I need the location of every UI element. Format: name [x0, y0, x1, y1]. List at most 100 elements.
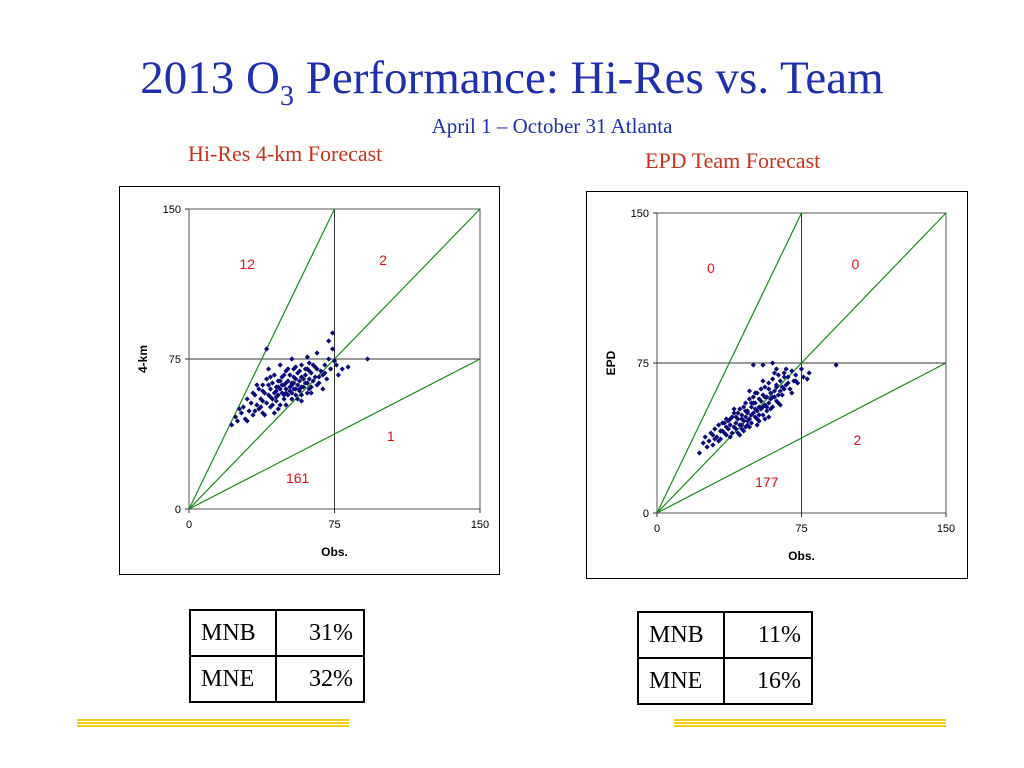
data-point: [312, 374, 318, 380]
data-point: [314, 350, 320, 356]
data-point: [260, 398, 266, 404]
data-point: [277, 402, 283, 408]
data-point: [766, 400, 772, 406]
data-point: [787, 386, 793, 392]
data-point: [322, 362, 328, 368]
data-point: [773, 398, 780, 404]
data-point: [727, 434, 733, 440]
data-point: [717, 436, 724, 442]
data-point: [306, 360, 312, 366]
data-point: [264, 400, 270, 406]
panel-title-left: Hi-Res 4-km Forecast: [188, 141, 383, 166]
data-point: [756, 412, 762, 418]
data-point: [717, 428, 724, 434]
data-point: [329, 346, 336, 352]
data-point: [744, 418, 751, 424]
data-point: [773, 366, 780, 372]
data-point: [798, 366, 805, 372]
data-point: [283, 380, 289, 386]
data-point: [264, 376, 270, 382]
chart-hires: 0 75 150 0 75 150 Obs. 4-km 12 2 1 161: [119, 186, 500, 575]
data-point: [748, 400, 755, 406]
data-point: [306, 368, 312, 374]
quadrant-count: 177: [755, 474, 779, 490]
data-point: [737, 406, 743, 412]
quadrant-count: 2: [853, 432, 861, 448]
data-point: [302, 372, 308, 378]
data-point: [328, 366, 334, 372]
data-point: [719, 420, 726, 426]
data-point: [318, 368, 324, 374]
data-point: [285, 378, 291, 384]
data-point: [324, 376, 330, 382]
data-point: [716, 438, 722, 444]
data-point: [793, 372, 799, 378]
title-subscript: 3: [280, 81, 294, 112]
data-point: [712, 436, 718, 442]
x-tick-label: 75: [795, 523, 807, 535]
data-point: [281, 372, 287, 378]
data-point: [716, 422, 722, 428]
y-tick-label: 150: [163, 204, 181, 216]
data-point: [804, 376, 810, 382]
data-point: [775, 392, 781, 398]
data-point: [714, 434, 720, 440]
data-point: [760, 412, 766, 418]
y-axis-label: EPD: [604, 350, 618, 375]
data-point: [743, 424, 749, 430]
data-point: [269, 402, 276, 408]
data-point: [289, 390, 295, 396]
data-point: [320, 372, 326, 378]
table-row: MNE 32%: [189, 655, 365, 703]
data-point: [700, 440, 706, 446]
data-point: [246, 408, 252, 414]
data-point: [762, 394, 768, 400]
data-point: [264, 346, 270, 352]
title-main: 2013 O: [140, 52, 280, 104]
data-point: [771, 388, 778, 394]
data-point: [775, 372, 781, 378]
data-point: [696, 450, 702, 456]
data-point: [754, 422, 760, 428]
reference-line: [656, 212, 803, 514]
data-point: [746, 388, 753, 394]
data-point: [752, 406, 758, 412]
data-point: [762, 416, 768, 422]
data-point: [320, 386, 326, 392]
data-point: [298, 398, 305, 404]
data-point: [748, 404, 755, 410]
data-point: [739, 412, 745, 418]
data-point: [743, 414, 749, 420]
data-point: [771, 370, 778, 376]
data-point: [727, 416, 733, 422]
data-point: [267, 394, 274, 400]
data-point: [733, 420, 739, 426]
data-point: [265, 382, 272, 388]
data-point: [293, 364, 299, 370]
y-tick-label: 0: [643, 508, 649, 520]
data-point: [326, 356, 332, 362]
footer-rule-right: [674, 719, 946, 728]
data-point: [764, 408, 770, 414]
data-point: [777, 378, 783, 384]
data-point: [746, 396, 753, 402]
data-point: [275, 406, 281, 412]
data-point: [267, 374, 274, 380]
data-point: [240, 404, 246, 410]
data-point: [758, 398, 764, 404]
data-point: [781, 374, 787, 380]
data-point: [229, 422, 235, 428]
panel-title-right: EPD Team Forecast: [645, 148, 821, 173]
data-point: [265, 392, 272, 398]
data-point: [331, 358, 338, 364]
data-point: [795, 380, 801, 386]
data-point: [316, 374, 322, 380]
data-point: [333, 362, 340, 368]
data-point: [296, 386, 303, 392]
data-point: [731, 406, 737, 412]
data-point: [737, 432, 743, 438]
data-point: [277, 362, 283, 368]
data-point: [283, 390, 289, 396]
quadrant-count: 0: [852, 256, 860, 272]
data-point: [254, 402, 260, 408]
